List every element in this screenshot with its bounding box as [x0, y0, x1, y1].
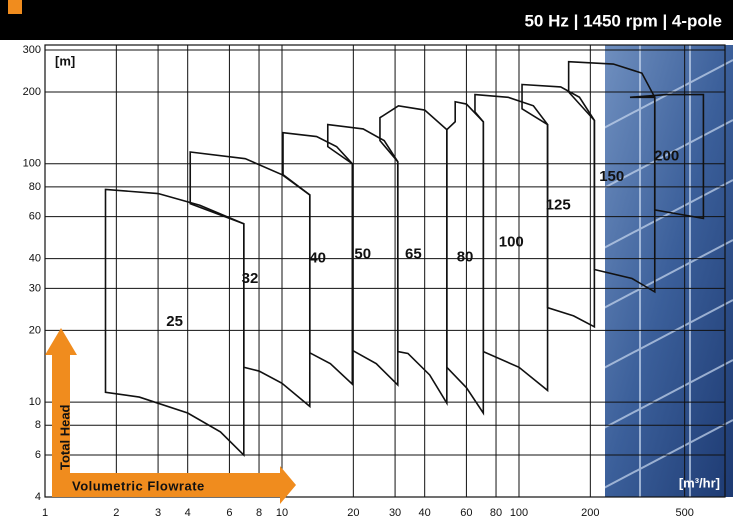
- y-tick-label: 4: [35, 491, 41, 503]
- chart-title: 50 Hz | 1450 rpm | 4-pole: [524, 11, 722, 30]
- envelope-label: 80: [457, 248, 474, 265]
- y-tick-label: 10: [29, 396, 41, 408]
- pump-envelope: [567, 60, 656, 294]
- x-tick-label: 8: [256, 507, 262, 519]
- y-tick-label: 60: [29, 211, 41, 223]
- y-tick-label: 30: [29, 282, 41, 294]
- x-tick-label: 1: [42, 507, 48, 519]
- building-background: [605, 45, 733, 497]
- envelope-label: 40: [309, 249, 326, 266]
- y-unit: [m]: [55, 53, 75, 68]
- grid: [44, 45, 725, 498]
- x-axis-label: Volumetric Flowrate: [72, 478, 205, 493]
- pump-envelope: [521, 83, 596, 329]
- pump-envelope: [474, 93, 549, 393]
- envelope-label: 25: [166, 313, 183, 330]
- x-tick-label: 100: [510, 507, 528, 519]
- y-tick-label: 200: [23, 86, 41, 98]
- x-tick-label: 4: [185, 507, 191, 519]
- y-axis-label: Total Head: [57, 404, 72, 470]
- y-tick-label: 6: [35, 449, 41, 461]
- x-arrow: [52, 466, 296, 504]
- plot-frame: [44, 44, 726, 498]
- pump-envelope: [629, 93, 705, 220]
- y-arrow: [45, 328, 77, 495]
- envelope-label: 50: [354, 246, 371, 263]
- pump-envelope: [282, 131, 354, 386]
- envelopes: 25 32 40 50 65 80 100 125 150 200: [104, 60, 705, 457]
- envelope-label: 32: [242, 270, 259, 287]
- pump-envelope: [104, 188, 245, 457]
- envelope-label: 100: [499, 233, 524, 250]
- y-tick-label: 8: [35, 419, 41, 431]
- envelope-label: 65: [405, 245, 422, 262]
- x-tick-label: 500: [675, 507, 693, 519]
- pump-envelope: [326, 123, 399, 387]
- x-unit: [m³/hr]: [679, 475, 720, 490]
- envelope-label: 150: [599, 168, 624, 185]
- y-tick-label: 300: [23, 44, 41, 56]
- header-bar: [0, 0, 733, 40]
- y-tick-label: 20: [29, 324, 41, 336]
- x-tick-label: 6: [226, 507, 232, 519]
- x-tick-label: 30: [389, 507, 401, 519]
- x-tick-label: 80: [490, 507, 502, 519]
- x-tick-label: 40: [419, 507, 431, 519]
- y-tick-label: 100: [23, 158, 41, 170]
- x-tick-label: 3: [155, 507, 161, 519]
- pump-envelope: [189, 151, 311, 409]
- x-tick-label: 20: [347, 507, 359, 519]
- x-tick-label: 10: [276, 507, 288, 519]
- x-tick-label: 200: [581, 507, 599, 519]
- y-tick-label: 40: [29, 253, 41, 265]
- x-tick-label: 2: [113, 507, 119, 519]
- x-tick-label: 60: [460, 507, 472, 519]
- envelope-label: 200: [654, 147, 679, 164]
- y-tick-label: 80: [29, 181, 41, 193]
- envelope-label: 125: [546, 197, 571, 214]
- pump-envelope: [379, 104, 448, 407]
- header-square: [8, 0, 22, 14]
- pump-envelope: [446, 100, 485, 416]
